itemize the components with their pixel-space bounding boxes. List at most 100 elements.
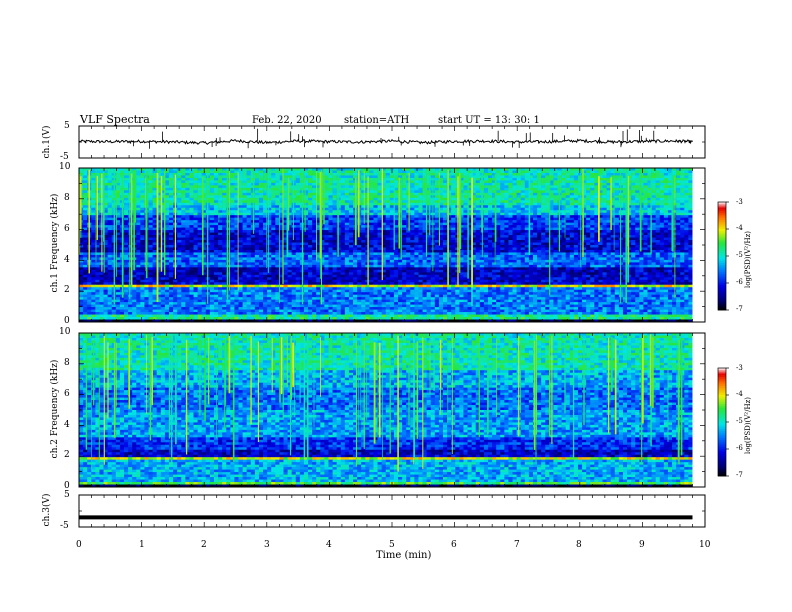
ch1-spectrogram-cell <box>418 200 423 204</box>
ch1-spectrogram-cell <box>606 232 611 236</box>
ch1-spectrogram-cell <box>316 168 321 171</box>
ch1-spectrogram-cell <box>565 172 571 176</box>
ch1-spectrogram-cell <box>512 240 517 243</box>
ch1-spectrogram-cell <box>312 225 317 228</box>
ch1-spectrogram-cell <box>573 182 579 186</box>
ch1-spectrogram-cell <box>267 192 272 196</box>
ch1-spectrogram-cell <box>471 168 477 171</box>
ch1-spectrogram-cell <box>91 190 96 194</box>
ch1-spectrogram-cell <box>532 177 538 181</box>
ch1-spectrogram-cell <box>532 180 538 184</box>
ch1-spectrogram-cell <box>422 227 427 231</box>
ch1-spectrogram-cell <box>549 195 554 199</box>
ch1-spectrogram-cell <box>279 192 284 196</box>
ch1-spectrogram-cell <box>230 235 235 238</box>
ch1-spectrogram-cell <box>209 242 215 246</box>
ch1-spectrogram-cell <box>103 222 108 226</box>
ch1-spectrogram-cell <box>594 207 599 211</box>
ch1-spectrogram-cell <box>532 195 538 199</box>
ch1-spectrogram-cell <box>140 240 145 243</box>
ch1-spectrogram-cell <box>369 170 374 174</box>
ch1-spectrogram-cell <box>303 215 309 218</box>
ch1-spectrogram-cell <box>218 197 223 201</box>
ch1-spectrogram-cell <box>324 220 329 223</box>
ch1-spectrogram-cell <box>594 230 599 233</box>
ch1-spectrogram-cell <box>275 222 280 226</box>
ch1-spectrogram-cell <box>377 232 382 236</box>
ch1-spectrogram-cell <box>250 227 256 231</box>
ch1-spectrogram-cell <box>238 217 243 221</box>
ch1-spectrogram-cell <box>324 237 329 241</box>
ch1-spectrogram-cell <box>430 175 436 179</box>
ch1-spectrogram-cell <box>107 200 113 204</box>
ch1-spectrogram-cell <box>160 210 166 214</box>
ch1-spectrogram-cell <box>545 242 550 246</box>
ch1-spectrogram-cell <box>516 232 522 236</box>
ch1-spectrogram-cell <box>659 168 665 171</box>
ch1-spectrogram-cell <box>283 232 288 236</box>
ch1-spectrogram-cell <box>528 225 534 228</box>
ch1-spectrogram-cell <box>336 180 342 184</box>
ch1-spectrogram-cell <box>328 220 333 223</box>
ch1-spectrogram-cell <box>426 195 432 199</box>
ch1-spectrogram-cell <box>226 172 231 176</box>
ch1-spectrogram-cell <box>582 245 587 248</box>
ch1-spectrogram-cell <box>594 170 599 174</box>
ch1-spectrogram-cell <box>91 222 96 226</box>
ch1-spectrogram-cell <box>680 232 685 236</box>
ch1-spectrogram-cell <box>537 182 542 186</box>
ch1-spectrogram-cell <box>275 190 280 194</box>
ch1-spectrogram-cell <box>353 172 358 176</box>
ch1-spectrogram-cell <box>512 195 517 199</box>
ch1-spectrogram-cell <box>434 177 440 181</box>
ch1-spectrogram-cell <box>672 185 677 189</box>
ch1-spectrogram-cell <box>328 172 333 176</box>
ch1-spectrogram-cell <box>373 185 378 189</box>
ch1-spectrogram-cell <box>475 168 481 171</box>
ch1-spectrogram-cell <box>267 212 272 216</box>
ch1-spectrogram-cell <box>463 227 468 231</box>
ch1-spectrogram-cell <box>324 207 329 211</box>
ch1-spectrogram-cell <box>487 227 493 231</box>
ch1-spectrogram-cell <box>463 237 468 241</box>
ch1-spectrogram-cell <box>291 197 297 201</box>
ch1-spectrogram-cell <box>193 230 198 233</box>
ch1-spectrogram-cell <box>316 222 321 226</box>
ch1-spectrogram-cell <box>463 182 468 186</box>
ch1-spectrogram-cell <box>381 237 387 241</box>
ch1-spectrogram-cell <box>516 240 522 243</box>
ch1-spectrogram-cell <box>659 222 665 226</box>
ch1-spectrogram-cell <box>197 237 202 241</box>
ch1-spectrogram-cell <box>340 210 346 214</box>
ch1-spectrogram-cell <box>643 240 648 243</box>
ch1-spectrogram-cell <box>83 172 88 176</box>
ch1-spectrogram-cell <box>631 240 636 243</box>
ch1-spectrogram-cell <box>398 202 403 206</box>
ch1-spectrogram-cell <box>234 217 239 221</box>
ch1-spectrogram-cell <box>602 175 607 179</box>
ch1-spectrogram-cell <box>422 222 427 226</box>
ch1-spectrogram-cell <box>483 172 489 176</box>
ch1-spectrogram-cell <box>512 177 517 181</box>
ch1-spectrogram-cell <box>91 205 96 209</box>
ch1-spectrogram-cell <box>451 222 456 226</box>
ch1-spectrogram-cell <box>242 230 247 233</box>
ch1-spectrogram-cell <box>487 245 493 248</box>
ch1-spectrogram-cell <box>393 197 399 201</box>
ch1-spectrogram-cell <box>406 195 411 199</box>
ch1-spectrogram-cell <box>381 232 387 236</box>
ch1-spectrogram-cell <box>667 195 673 199</box>
ch1-spectrogram-cell <box>336 175 342 179</box>
ch1-spectrogram-cell <box>181 205 186 209</box>
ch1-spectrogram-cell <box>275 182 280 186</box>
ch1-spectrogram-cell <box>418 240 423 243</box>
ch1-spectrogram-cell <box>385 232 391 236</box>
ch1-spectrogram-cell <box>569 227 575 231</box>
ch1-spectrogram-cell <box>672 212 677 216</box>
ch1-spectrogram-cell <box>291 237 297 241</box>
ch1-spectrogram-cell <box>213 217 219 221</box>
ch1-spectrogram-cell <box>627 230 632 233</box>
ch1-spectrogram-cell <box>483 230 489 233</box>
ch1-spectrogram-cell <box>197 212 202 216</box>
ch1-spectrogram-cell <box>385 202 391 206</box>
